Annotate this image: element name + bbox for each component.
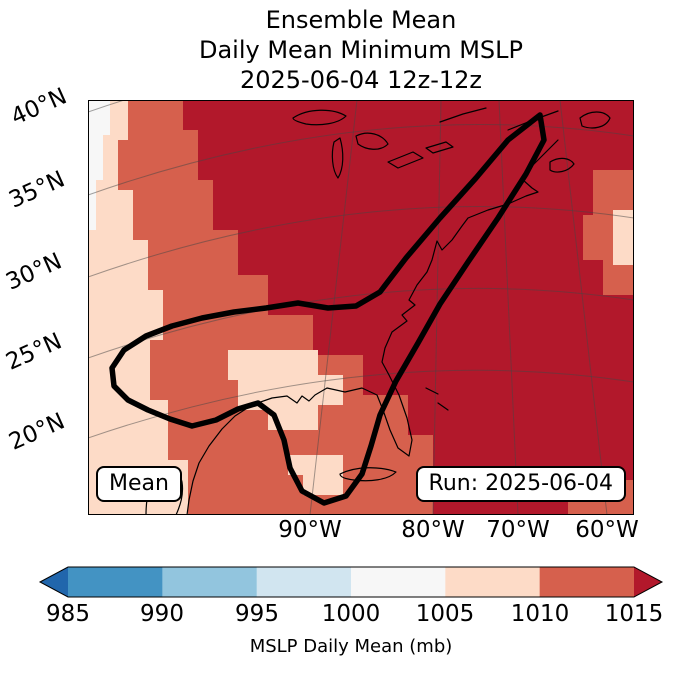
- colorbar-segment-995-1000: [256, 567, 352, 597]
- lat-label-30n: 30°N: [2, 248, 66, 296]
- map-canvas: [88, 100, 634, 515]
- coastline-newfoundland: [579, 111, 611, 129]
- latitude-gridline-20n: [88, 369, 634, 439]
- coastline-lake-michigan: [331, 137, 344, 179]
- colorbar-tick-995: 995: [235, 601, 279, 627]
- mean-label: Mean: [109, 471, 169, 496]
- lat-label-40n: 40°N: [7, 83, 71, 131]
- colorbar: [38, 566, 664, 598]
- fill-region-1005-1010-east-patch: [613, 210, 634, 265]
- coastline-lake-erie: [387, 151, 424, 169]
- lat-label-25n: 25°N: [2, 328, 66, 376]
- colorbar-segment-985-990: [68, 567, 163, 597]
- latitude-gridline-35n: [88, 123, 634, 196]
- map-border: [88, 100, 634, 515]
- lon-label-80w: 80°W: [401, 517, 465, 543]
- lon-label-60w: 60°W: [575, 517, 639, 543]
- title-line-2: Daily Mean Minimum MSLP: [198, 36, 523, 64]
- fill-region-1005-1010-west-strip: [88, 100, 188, 515]
- lat-label-35n: 35°N: [5, 166, 69, 214]
- colorbar-axis-label: MSLP Daily Mean (mb): [249, 636, 453, 657]
- run-date-label: Run: 2025-06-04: [428, 471, 613, 496]
- title-line-3: 2025-06-04 12z-12z: [239, 66, 483, 94]
- colorbar-segment-1000-1005: [351, 567, 446, 597]
- fill-region-1000-1005-nw-corner: [88, 100, 110, 230]
- mean-label-box: Mean: [96, 466, 182, 502]
- colorbar-tick-1005: 1005: [415, 601, 475, 627]
- colorbar-under-arrow: [40, 567, 68, 597]
- colorbar-segment-1010-1015: [539, 567, 634, 597]
- colorbar-over-arrow: [634, 567, 662, 597]
- colorbar-segment-990-995: [162, 567, 258, 597]
- figure-title: Ensemble Mean Daily Mean Minimum MSLP 20…: [88, 5, 634, 95]
- coastline-lake-ontario: [425, 141, 454, 154]
- fill-region-1005-1010-south-gulf-patch: [288, 455, 343, 495]
- lon-label-90w: 90°W: [278, 517, 342, 543]
- latitude-gridline-30n: [88, 205, 634, 278]
- coastline-cuba: [339, 467, 397, 482]
- colorbar-segment-1005-1010: [445, 567, 541, 597]
- lon-label-70w: 70°W: [486, 517, 550, 543]
- coastline-lake-superior: [292, 109, 347, 126]
- colorbar-tick-990: 990: [140, 601, 184, 627]
- ensemble-contour: [109, 112, 547, 506]
- title-line-1: Ensemble Mean: [265, 6, 457, 34]
- colorbar-tick-1010: 1010: [510, 601, 570, 627]
- latitude-gridline-25n: [88, 287, 634, 359]
- lat-label-20n: 20°N: [5, 408, 69, 456]
- colorbar-tick-1000: 1000: [321, 601, 381, 627]
- fill-region-1005-1010-gulf-patch: [228, 350, 343, 430]
- colorbar-tick-1015: 1015: [604, 601, 664, 627]
- coastline-bahamas: [425, 387, 449, 411]
- coastline-nova-scotia: [549, 157, 575, 173]
- colorbar-tick-985: 985: [46, 601, 90, 627]
- coastline-lake-huron: [355, 132, 389, 150]
- longitude-gridline-70w: [498, 100, 519, 515]
- run-date-box: Run: 2025-06-04: [415, 466, 626, 502]
- colorbar-outline: [38, 566, 664, 598]
